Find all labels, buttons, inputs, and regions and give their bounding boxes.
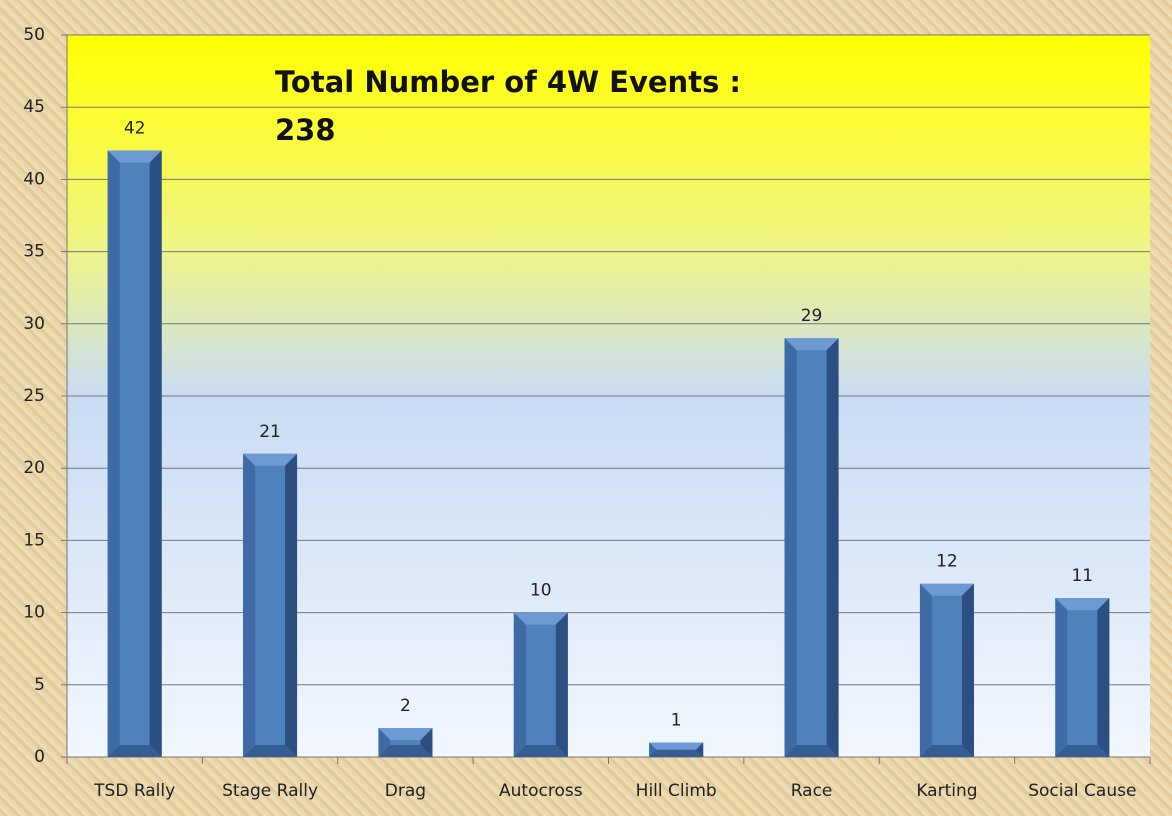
y-tick-label: 0 [34, 747, 45, 767]
x-tick-label: Race [791, 781, 833, 801]
bar-bevel [919, 745, 974, 757]
bar-bevel [243, 453, 256, 757]
y-tick-label: 35 [23, 242, 45, 262]
data-label: 1 [671, 711, 682, 731]
y-tick-label: 40 [23, 169, 45, 189]
bar-bevel [649, 749, 704, 757]
bar-bevel [1097, 598, 1110, 757]
bar-bevel [107, 745, 162, 757]
bar-bevel [919, 583, 932, 757]
bar-bevel [378, 745, 433, 757]
bar-bevel [285, 453, 298, 757]
x-tick-label: Hill Climb [636, 781, 717, 801]
bar-bevel [649, 742, 704, 750]
data-label: 10 [530, 581, 552, 601]
bar-bevel [243, 453, 298, 466]
bar-bevel [513, 612, 568, 625]
bar-bevel [826, 338, 839, 757]
data-label: 12 [936, 552, 958, 572]
bar-bevel [420, 728, 433, 757]
chart-title: Total Number of 4W Events : 238 [275, 65, 742, 147]
data-label: 42 [124, 119, 146, 139]
data-label: 2 [400, 696, 411, 716]
y-tick-label: 5 [34, 675, 45, 695]
y-tick-label: 15 [23, 530, 45, 550]
x-tick-label: Drag [385, 781, 426, 801]
bar-bevel [107, 150, 162, 163]
data-label: 11 [1071, 566, 1093, 586]
bar-bevel [961, 583, 974, 757]
bar-bevel [149, 150, 162, 757]
bar-bevel [555, 612, 568, 757]
bar-bevel [1055, 598, 1068, 757]
bar-bevel [1055, 745, 1110, 757]
bar-bevel [784, 338, 839, 351]
bar-bevel [649, 742, 657, 757]
bar-bevel [513, 745, 568, 757]
bar-bevel [919, 583, 974, 596]
data-label: 29 [801, 306, 823, 326]
y-tick-label: 30 [23, 314, 45, 334]
data-label: 21 [259, 422, 281, 442]
x-tick-label: Stage Rally [222, 781, 318, 801]
bar-bevel [784, 338, 797, 757]
bar-bevel [378, 728, 433, 741]
x-tick-label: Autocross [499, 781, 583, 801]
bar-bevel [243, 745, 298, 757]
y-tick-label: 45 [23, 97, 45, 117]
y-tick-label: 25 [23, 386, 45, 406]
y-tick-label: 50 [23, 25, 45, 45]
bar-bevel [378, 728, 391, 757]
bar-bevel [784, 745, 839, 757]
y-tick-label: 20 [23, 458, 45, 478]
bar-bevel [1055, 598, 1110, 611]
bar-bevel [695, 742, 704, 757]
x-tick-label: Karting [916, 781, 977, 801]
x-tick-label: TSD Rally [93, 781, 175, 801]
bar-bevel [513, 612, 526, 757]
bar-bevel [107, 150, 120, 757]
x-tick-label: Social Cause [1028, 781, 1136, 801]
y-tick-label: 10 [23, 603, 45, 623]
